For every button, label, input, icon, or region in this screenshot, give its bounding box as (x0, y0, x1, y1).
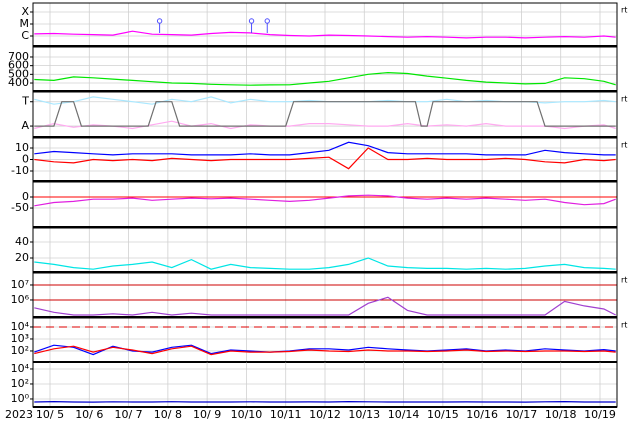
series-line (34, 71, 616, 86)
x-tick-label: 10/15 (427, 408, 459, 421)
y-tick-label: 10⁴ (11, 320, 30, 333)
y-tick-label: X (21, 5, 29, 18)
series-line (34, 257, 616, 270)
y-tick-label: 10² (11, 377, 29, 390)
corner-label: rt (621, 276, 627, 285)
series-line (34, 30, 616, 39)
series-line (34, 296, 616, 316)
x-tick-label: 10/12 (309, 408, 341, 421)
series-line (34, 141, 616, 156)
corner-label: rt (621, 6, 627, 15)
series-line (34, 147, 616, 170)
y-tick-label: 10 (15, 141, 29, 154)
y-tick-label: 400 (8, 76, 29, 89)
x-tick-label: 10/ 8 (154, 408, 182, 421)
corner-label: rt (621, 321, 627, 330)
series-line (34, 400, 616, 403)
marker-dot (156, 18, 163, 24)
y-tick-label: 600 (8, 59, 29, 72)
y-tick-label: -50 (11, 201, 29, 214)
x-tick-label: 10/14 (388, 408, 420, 421)
y-tick-label: 10⁶ (11, 293, 30, 306)
x-tick-label: 10/18 (545, 408, 577, 421)
y-tick-label: 500 (8, 67, 29, 80)
x-tick-label: 10/11 (270, 408, 302, 421)
x-tick-label: 10/19 (584, 408, 616, 421)
series-line (34, 120, 616, 130)
y-tick-label: 700 (8, 50, 29, 63)
y-tick-label: -10 (11, 164, 29, 177)
y-tick-label: C (21, 29, 29, 42)
y-tick-label: 10⁰ (11, 392, 30, 405)
marker-dot (264, 18, 270, 24)
x-tick-label: 10/ 7 (114, 408, 142, 421)
corner-label: rt (621, 141, 627, 150)
y-tick-label: 40 (15, 235, 29, 248)
x-tick-label: 10/13 (348, 408, 380, 421)
corner-label: rt (621, 95, 627, 104)
marker-dot (248, 18, 255, 24)
y-tick-label: 0 (22, 153, 29, 166)
series-line (34, 194, 616, 207)
y-tick-label: 20 (15, 251, 29, 264)
series-line (34, 101, 616, 127)
x-tick-label: 10/ 6 (75, 408, 103, 421)
x-tick-label: 10/ 9 (193, 408, 221, 421)
y-tick-label: 10⁷ (11, 278, 29, 291)
y-tick-label: 10⁴ (11, 362, 30, 375)
y-tick-label: 10² (11, 344, 29, 357)
y-tick-label: 0 (22, 190, 29, 203)
y-tick-label: M (20, 17, 30, 30)
y-tick-label: T (21, 95, 29, 108)
x-tick-label: 10/ 5 (36, 408, 64, 421)
x-tick-label: 10/17 (506, 408, 538, 421)
y-tick-label: A (21, 119, 29, 132)
series-line (34, 345, 616, 356)
x-tick-label: 10/10 (231, 408, 263, 421)
x-tick-label: 10/16 (466, 408, 498, 421)
y-tick-label: 10³ (11, 332, 29, 345)
x-axis-label: 2023 (5, 408, 33, 421)
